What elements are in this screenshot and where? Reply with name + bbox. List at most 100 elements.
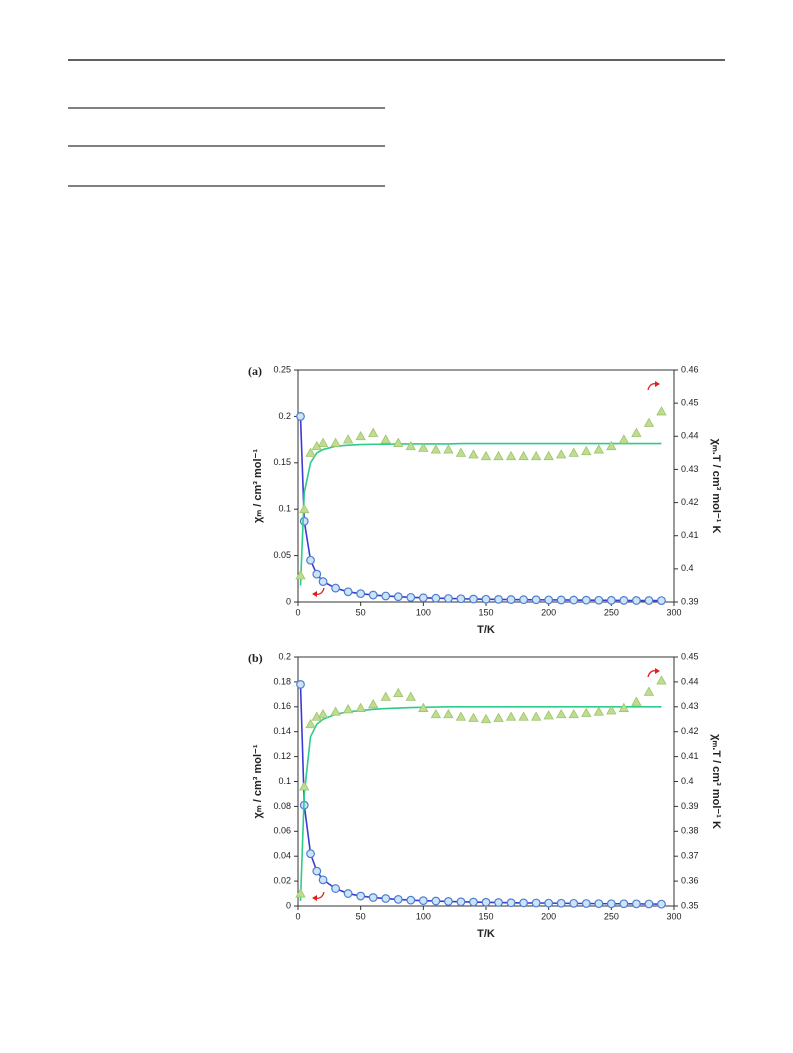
data-point — [305, 718, 316, 729]
panel-label: (b) — [248, 651, 263, 665]
data-point — [406, 592, 416, 602]
data-point — [606, 595, 616, 605]
data-point — [569, 595, 579, 605]
data-point — [430, 444, 442, 454]
data-point — [556, 898, 566, 908]
data-point — [469, 594, 478, 604]
data-point — [480, 713, 492, 724]
data-point — [318, 577, 328, 586]
fit-line — [299, 684, 662, 905]
y2-tick-label: 0.43 — [681, 464, 699, 474]
data-point — [468, 449, 479, 459]
data-point — [543, 710, 554, 720]
data-point — [505, 711, 517, 721]
y2-tick-label: 0.4 — [681, 563, 694, 573]
y2-tick-label: 0.44 — [681, 676, 699, 686]
data-point — [643, 686, 655, 696]
y2-tick-label: 0.41 — [681, 751, 699, 761]
y2-tick-label: 0.39 — [681, 801, 699, 811]
y-tick-label: 0.2 — [278, 411, 291, 421]
data-point — [644, 596, 654, 605]
data-point — [593, 706, 604, 716]
y-tick-label: 0.08 — [273, 801, 291, 811]
data-point — [569, 898, 579, 908]
data-point — [418, 593, 428, 603]
data-point — [543, 450, 554, 461]
data-point — [606, 440, 617, 451]
data-point — [393, 895, 403, 904]
data-point — [455, 711, 467, 721]
data-point — [493, 712, 504, 722]
y2-tick-label: 0.44 — [681, 431, 699, 441]
data-point — [581, 595, 591, 605]
y-tick-label: 0.2 — [278, 651, 291, 661]
arrow-head — [655, 668, 660, 674]
data-point — [631, 696, 642, 706]
panel-label: (a) — [248, 364, 262, 378]
data-point — [418, 896, 428, 906]
y2-tick-label: 0.41 — [681, 530, 699, 540]
data-point — [312, 569, 322, 579]
y-tick-label: 0 — [286, 900, 291, 910]
y2-tick-label: 0.45 — [681, 398, 699, 408]
data-point — [380, 691, 391, 701]
data-point — [305, 447, 316, 457]
data-point — [493, 450, 504, 461]
y2-tick-label: 0.45 — [681, 651, 699, 661]
x-tick-label: 50 — [356, 911, 366, 921]
x-tick-label: 250 — [604, 607, 619, 617]
data-point — [656, 406, 667, 416]
data-point — [431, 593, 441, 603]
data-point — [519, 898, 528, 908]
data-point — [618, 434, 630, 444]
y-tick-label: 0.06 — [273, 826, 291, 836]
data-point — [619, 899, 629, 909]
data-point — [418, 702, 429, 712]
y-tick-label: 0.16 — [273, 701, 291, 711]
x-tick-label: 0 — [295, 911, 300, 921]
data-point — [632, 596, 641, 605]
y2-tick-label: 0.46 — [681, 364, 699, 374]
data-point — [455, 447, 467, 457]
x-tick-label: 50 — [356, 607, 366, 617]
data-point — [299, 516, 309, 526]
data-point — [519, 595, 528, 605]
data-point — [531, 898, 541, 908]
data-point — [594, 899, 604, 909]
y-tick-label: 0.15 — [273, 457, 291, 467]
data-point — [531, 595, 541, 605]
data-point — [468, 712, 479, 722]
data-point — [330, 437, 341, 447]
data-point — [296, 679, 305, 689]
data-point — [318, 875, 328, 885]
x-tick-label: 0 — [295, 607, 300, 617]
data-point — [556, 449, 567, 459]
data-point — [631, 427, 642, 437]
data-point — [456, 594, 466, 604]
x-tick-label: 250 — [604, 911, 619, 921]
x-tick-label: 200 — [541, 911, 556, 921]
data-point — [606, 705, 617, 715]
fit-line — [299, 442, 662, 586]
data-point — [518, 711, 529, 721]
data-point — [632, 899, 641, 909]
data-point — [343, 889, 353, 898]
data-point — [657, 596, 666, 606]
y-tick-label: 0.02 — [273, 875, 291, 885]
y-tick-label: 0.04 — [273, 851, 291, 861]
data-point — [581, 445, 592, 456]
data-point — [406, 895, 416, 905]
y2-tick-label: 0.42 — [681, 726, 699, 736]
data-point — [544, 898, 554, 908]
y2-tick-label: 0.36 — [681, 875, 699, 885]
data-point — [568, 447, 579, 457]
data-point — [295, 570, 306, 580]
arrow-head — [312, 591, 317, 597]
data-point — [544, 595, 554, 605]
y2-tick-label: 0.43 — [681, 701, 699, 711]
x-tick-label: 150 — [478, 911, 493, 921]
data-point — [295, 888, 306, 898]
y-tick-label: 0.14 — [273, 726, 291, 736]
